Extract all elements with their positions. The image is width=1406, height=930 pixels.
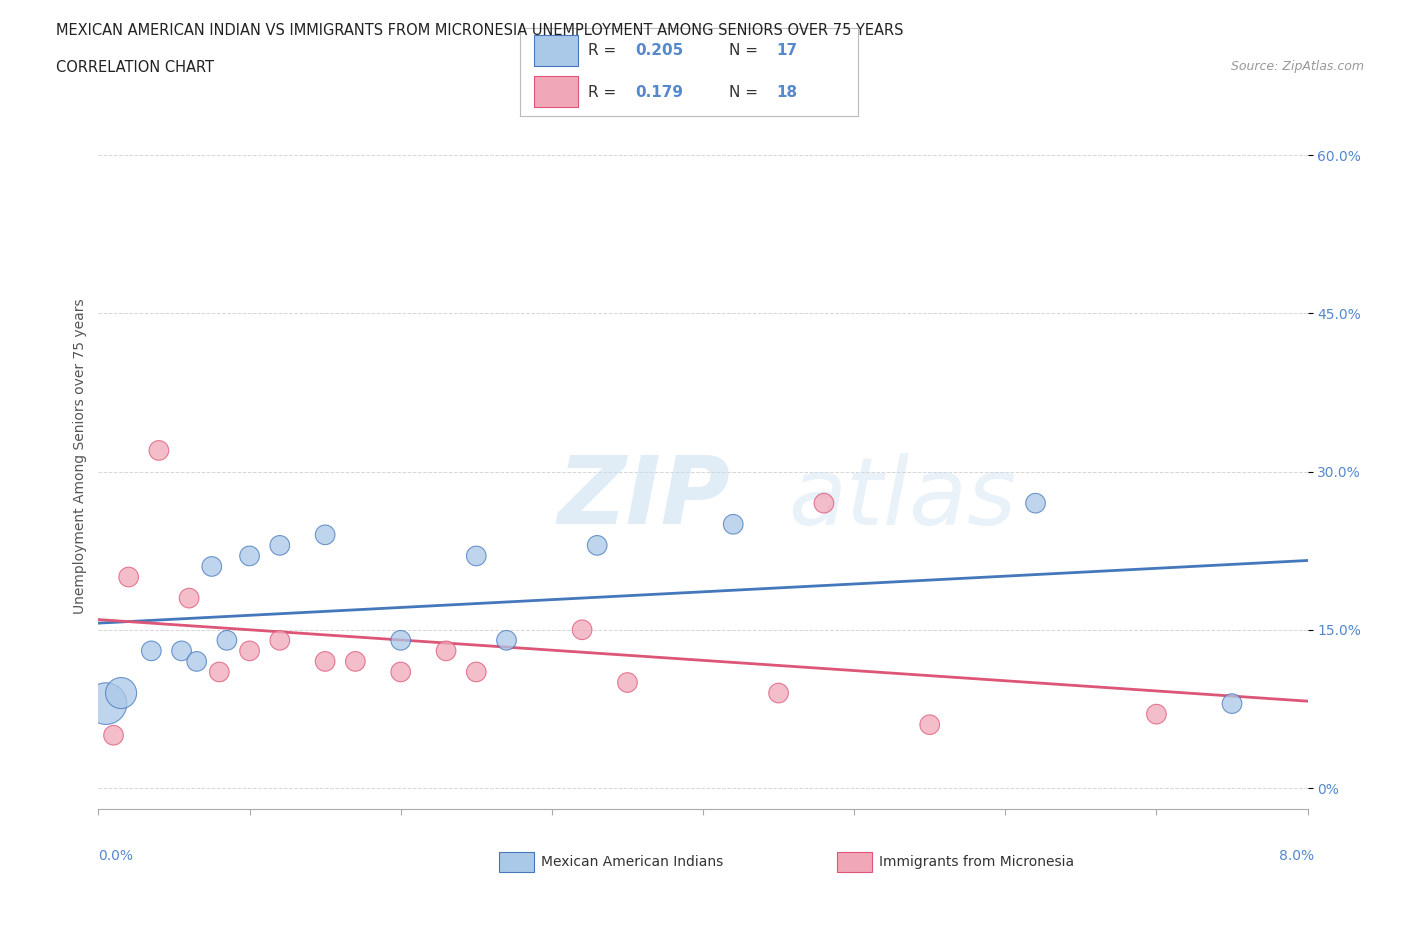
Point — [239, 644, 262, 658]
Text: atlas: atlas — [787, 453, 1017, 544]
Text: R =: R = — [588, 85, 621, 100]
Point — [586, 538, 609, 552]
Text: R =: R = — [588, 44, 621, 59]
Text: Immigrants from Micronesia: Immigrants from Micronesia — [879, 855, 1074, 870]
Text: N =: N = — [730, 85, 763, 100]
Text: 0.179: 0.179 — [636, 85, 683, 100]
Point — [616, 675, 638, 690]
Point — [314, 527, 336, 542]
Point — [389, 665, 412, 680]
Point — [94, 697, 117, 711]
Point — [239, 549, 262, 564]
Point — [1144, 707, 1167, 722]
Point — [141, 644, 163, 658]
Point — [813, 496, 835, 511]
Y-axis label: Unemployment Among Seniors over 75 years: Unemployment Among Seniors over 75 years — [73, 298, 87, 614]
Point — [571, 622, 593, 637]
Text: Mexican American Indians: Mexican American Indians — [541, 855, 724, 870]
Point — [389, 633, 412, 648]
Point — [118, 569, 141, 584]
Point — [723, 517, 745, 532]
Point — [314, 654, 336, 669]
Text: 8.0%: 8.0% — [1279, 849, 1315, 863]
Text: CORRELATION CHART: CORRELATION CHART — [56, 60, 214, 75]
Text: 0.205: 0.205 — [636, 44, 683, 59]
Point — [177, 591, 201, 605]
Point — [148, 443, 170, 458]
Text: Source: ZipAtlas.com: Source: ZipAtlas.com — [1230, 60, 1364, 73]
Point — [186, 654, 208, 669]
Text: ZIP: ZIP — [558, 452, 731, 544]
Point — [269, 538, 291, 552]
Point — [110, 685, 132, 700]
Point — [465, 549, 488, 564]
Text: 17: 17 — [776, 44, 797, 59]
Text: MEXICAN AMERICAN INDIAN VS IMMIGRANTS FROM MICRONESIA UNEMPLOYMENT AMONG SENIORS: MEXICAN AMERICAN INDIAN VS IMMIGRANTS FR… — [56, 23, 904, 38]
Point — [768, 685, 790, 700]
Point — [1024, 496, 1046, 511]
Point — [465, 665, 488, 680]
Point — [201, 559, 224, 574]
Bar — [534, 76, 578, 108]
Point — [215, 633, 238, 648]
Point — [495, 633, 517, 648]
Point — [269, 633, 291, 648]
Point — [103, 728, 125, 743]
Point — [170, 644, 193, 658]
Point — [208, 665, 231, 680]
Point — [434, 644, 457, 658]
Point — [1220, 697, 1243, 711]
Text: 18: 18 — [776, 85, 797, 100]
Text: 0.0%: 0.0% — [98, 849, 134, 863]
Bar — [534, 35, 578, 66]
Point — [344, 654, 367, 669]
Point — [918, 717, 941, 732]
Text: N =: N = — [730, 44, 763, 59]
